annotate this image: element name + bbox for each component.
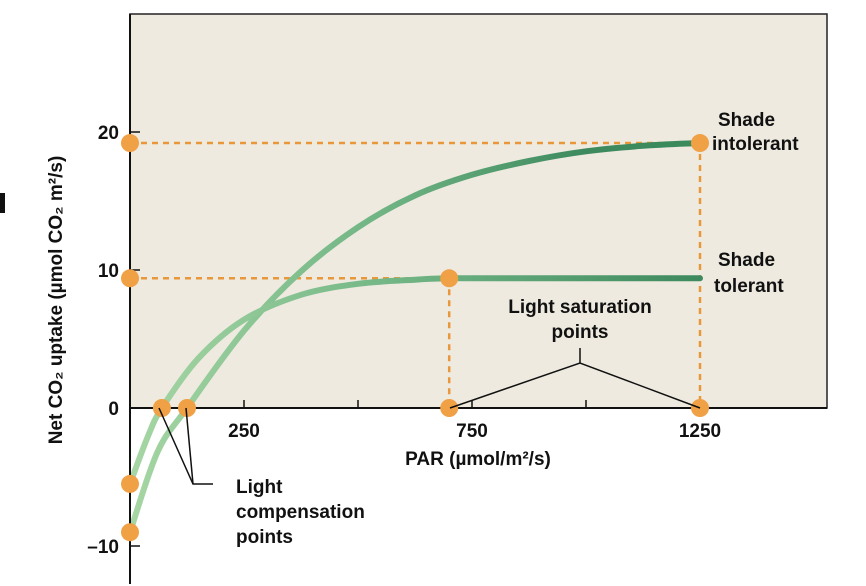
axis-ticks: 250 750 1250 –10 0 10 20 (87, 123, 721, 558)
shade-intolerant-line2: intolerant (712, 134, 799, 155)
compensation-leader (158, 407, 213, 485)
saturation-line1: Light saturation (508, 297, 652, 318)
compensation-line3: points (236, 527, 293, 548)
shade-tolerant-line1: Shade (718, 250, 775, 271)
compensation-line2: compensation (236, 502, 365, 523)
y-axis-title: Net CO₂ uptake (µmol CO₂ m²/s) (46, 156, 67, 445)
compensation-line1: Light (236, 477, 283, 498)
x-tick-label: 750 (456, 421, 488, 442)
x-tick-label: 250 (228, 421, 260, 442)
series-line-shade-intolerant (127, 140, 703, 536)
saturation-leader (449, 348, 701, 409)
compensation-point-marker (152, 399, 171, 417)
saturation-point-marker (691, 134, 709, 153)
compensation-label: Light compensation points (236, 477, 365, 548)
shade-tolerant-line2: tolerant (714, 276, 784, 297)
y-tick-label: 20 (98, 123, 119, 144)
x-tick-label: 1250 (679, 421, 721, 442)
y-tick-label: –10 (87, 537, 119, 558)
compensation-point-marker (178, 399, 196, 417)
saturation-line2: points (552, 322, 609, 343)
x-axis-guide-marker (440, 399, 459, 417)
y-axis-guide-marker (121, 134, 139, 153)
y-tick-label: 0 (108, 399, 119, 420)
saturation-label: Light saturation points (508, 297, 652, 343)
y-tick-label: 10 (98, 261, 119, 282)
y-axis-guide-marker (121, 269, 139, 288)
saturation-point-marker (440, 269, 459, 288)
edge-mark (0, 193, 5, 213)
y-intercept-marker (121, 474, 139, 493)
plot-background (129, 13, 828, 409)
shade-intolerant-label: Shade intolerant (712, 110, 799, 155)
shade-tolerant-label: Shade tolerant (714, 250, 784, 297)
shade-intolerant-line1: Shade (718, 110, 775, 131)
y-intercept-marker (121, 523, 139, 542)
x-axis-title: PAR (µmol/m²/s) (405, 449, 551, 470)
